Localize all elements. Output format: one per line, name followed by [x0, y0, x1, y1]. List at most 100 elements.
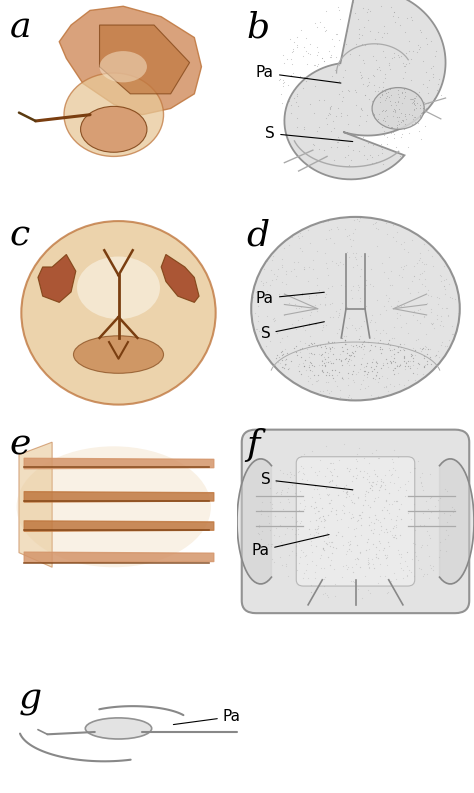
Point: [374, 85, 382, 98]
Point: [379, 30, 386, 43]
Point: [374, 239, 381, 252]
Point: [393, 118, 401, 131]
Point: [366, 278, 374, 290]
Point: [400, 113, 407, 126]
Point: [326, 298, 334, 311]
Point: [361, 282, 368, 294]
Point: [365, 554, 372, 566]
Point: [337, 390, 344, 403]
Point: [445, 309, 452, 322]
Point: [427, 468, 434, 481]
Point: [423, 568, 431, 580]
Point: [358, 338, 366, 351]
Point: [445, 528, 452, 541]
Point: [390, 495, 398, 508]
Point: [365, 72, 372, 85]
Point: [392, 520, 399, 533]
Point: [351, 345, 359, 358]
Point: [321, 571, 329, 584]
Point: [416, 317, 423, 330]
Point: [346, 135, 354, 147]
Point: [381, 469, 388, 481]
Point: [375, 534, 383, 547]
Point: [369, 527, 376, 539]
Point: [392, 234, 400, 247]
Point: [326, 343, 333, 355]
Point: [380, 300, 387, 312]
Point: [341, 335, 349, 347]
Point: [329, 115, 337, 128]
Point: [344, 562, 351, 575]
Point: [401, 90, 409, 102]
Point: [365, 75, 373, 88]
Point: [311, 480, 319, 492]
Point: [286, 470, 294, 483]
Point: [422, 328, 430, 340]
Point: [331, 363, 338, 376]
Point: [337, 512, 345, 525]
Point: [378, 89, 386, 102]
Point: [384, 337, 392, 350]
Point: [270, 312, 277, 324]
Point: [372, 216, 380, 228]
Point: [351, 359, 358, 372]
Point: [313, 271, 321, 284]
Point: [373, 356, 380, 369]
Point: [348, 345, 356, 358]
Point: [393, 359, 401, 372]
Point: [276, 551, 284, 564]
Point: [329, 357, 337, 370]
Point: [374, 376, 382, 389]
Point: [369, 308, 376, 321]
Point: [278, 361, 285, 374]
Point: [336, 347, 343, 360]
Point: [356, 509, 364, 522]
Point: [316, 488, 323, 500]
Point: [321, 340, 329, 353]
Point: [392, 514, 400, 527]
Point: [296, 485, 303, 497]
Point: [368, 356, 376, 369]
Point: [336, 13, 344, 25]
Point: [357, 262, 365, 275]
Point: [360, 21, 367, 33]
Point: [434, 78, 442, 90]
Point: [297, 450, 305, 463]
Point: [303, 343, 311, 355]
Point: [284, 570, 292, 583]
Point: [358, 71, 366, 83]
Point: [350, 483, 357, 496]
Point: [409, 96, 417, 109]
Point: [415, 273, 423, 285]
Point: [295, 232, 303, 244]
Point: [254, 300, 261, 312]
Point: [401, 59, 409, 72]
Point: [308, 539, 315, 552]
Point: [308, 357, 315, 370]
Point: [369, 280, 377, 293]
Point: [338, 297, 346, 310]
Point: [418, 480, 426, 492]
Point: [423, 358, 430, 370]
Point: [380, 128, 388, 141]
Point: [299, 546, 306, 558]
Point: [300, 50, 307, 63]
Point: [280, 77, 287, 90]
Point: [382, 328, 390, 340]
Point: [280, 56, 288, 69]
Point: [401, 490, 409, 503]
Point: [420, 238, 428, 251]
Point: [383, 228, 391, 240]
Point: [389, 278, 396, 291]
Point: [417, 541, 425, 554]
Point: [410, 91, 418, 104]
Point: [296, 226, 304, 239]
Point: [385, 507, 393, 519]
Point: [257, 532, 264, 545]
Point: [292, 346, 300, 358]
Point: [282, 267, 290, 280]
Point: [407, 287, 414, 300]
Point: [369, 157, 376, 170]
Point: [292, 301, 300, 314]
Point: [272, 273, 280, 285]
